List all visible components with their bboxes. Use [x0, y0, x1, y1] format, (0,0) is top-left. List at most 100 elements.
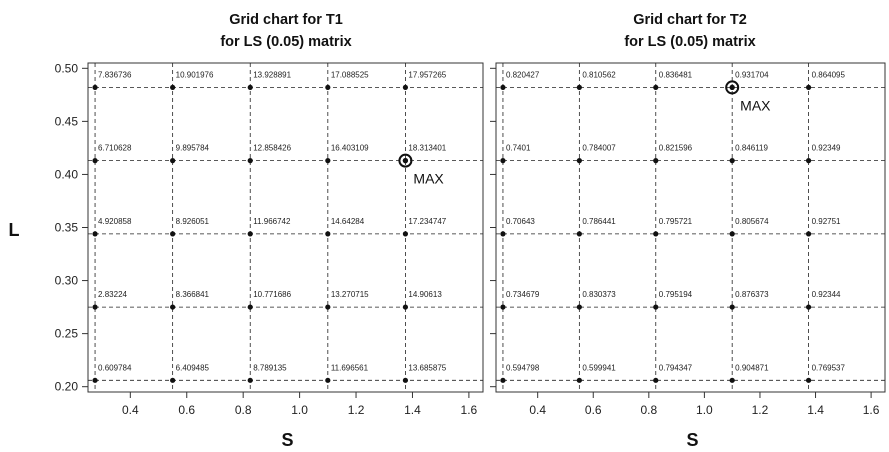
- data-point: [402, 231, 409, 237]
- data-value-label: 0.821596: [659, 144, 693, 153]
- x-tick-label: 1.4: [404, 403, 421, 417]
- data-point: [653, 377, 659, 383]
- data-point: [805, 84, 812, 91]
- data-point: [805, 304, 812, 310]
- data-value-label: 17.957265: [408, 70, 446, 79]
- chart-panel-1: Grid chart for T1 for LS (0.05) matrix 0.4…: [9, 12, 484, 450]
- data-value-label: 0.795194: [659, 290, 693, 299]
- data-value-label: 0.805674: [735, 217, 769, 226]
- data-point: [576, 231, 582, 237]
- chart-title: Grid chart for T2: [633, 12, 747, 28]
- data-point: [92, 304, 98, 310]
- data-point: [170, 231, 176, 237]
- x-tick-label: 0.8: [640, 403, 657, 417]
- data-point: [576, 84, 582, 91]
- y-tick-label: 0.45: [55, 114, 79, 128]
- data-value-label: 0.931704: [735, 70, 769, 79]
- data-point: [805, 231, 812, 237]
- data-point: [653, 304, 659, 310]
- max-marker-ring: [725, 80, 740, 95]
- chart-panel-2: Grid chart for T2 for LS (0.05) matrix 0.4…: [490, 12, 886, 450]
- data-point: [576, 158, 582, 164]
- data-value-label: 2.83224: [98, 290, 127, 299]
- data-point: [500, 84, 506, 91]
- data-point: [325, 158, 331, 164]
- data-value-label: 0.92751: [812, 217, 841, 226]
- data-point: [576, 304, 582, 310]
- max-marker-dot: [729, 84, 735, 91]
- x-tick-label: 0.6: [178, 403, 195, 417]
- data-value-label: 17.088525: [331, 70, 369, 79]
- data-value-label: 0.784007: [582, 144, 616, 153]
- data-point: [500, 304, 506, 310]
- data-point: [247, 84, 253, 91]
- data-value-label: 8.789135: [253, 363, 287, 372]
- data-value-label: 6.409485: [176, 363, 210, 372]
- data-point: [247, 377, 253, 383]
- data-point: [805, 377, 812, 383]
- data-point: [325, 304, 331, 310]
- x-tick-label: 0.6: [585, 403, 602, 417]
- data-point: [247, 304, 253, 310]
- data-point: [402, 304, 409, 310]
- data-value-label: 8.926051: [176, 217, 210, 226]
- data-value-label: 0.830373: [582, 290, 616, 299]
- data-value-label: 0.786441: [582, 217, 616, 226]
- data-point: [653, 231, 659, 237]
- data-value-label: 17.234747: [408, 217, 446, 226]
- data-point: [325, 84, 331, 91]
- data-value-label: 6.710628: [98, 144, 132, 153]
- chart-subtitle: for LS (0.05) matrix: [624, 34, 755, 50]
- x-tick-label: 1.2: [348, 403, 365, 417]
- data-value-label: 0.599941: [582, 363, 616, 372]
- x-tick-label: 0.4: [122, 403, 139, 417]
- data-value-label: 10.771686: [253, 290, 291, 299]
- data-point: [500, 377, 506, 383]
- data-point: [729, 304, 735, 310]
- data-point: [729, 231, 735, 237]
- data-point: [92, 377, 98, 383]
- x-tick-label: 0.8: [235, 403, 252, 417]
- data-value-label: 0.92349: [812, 144, 841, 153]
- data-value-label: 0.876373: [735, 290, 769, 299]
- max-label: MAX: [740, 97, 771, 113]
- data-value-label: 9.895784: [176, 144, 210, 153]
- data-value-label: 0.734679: [506, 290, 540, 299]
- data-point: [729, 377, 735, 383]
- data-point: [653, 158, 659, 164]
- data-point: [402, 84, 409, 91]
- y-axis-label: L: [9, 220, 20, 240]
- data-value-label: 0.794347: [659, 363, 693, 372]
- data-value-label: 0.769537: [812, 363, 846, 372]
- x-tick-label: 1.6: [461, 403, 478, 417]
- data-value-label: 14.64284: [331, 217, 365, 226]
- x-axis-label: S: [686, 430, 698, 450]
- data-value-label: 4.920858: [98, 217, 132, 226]
- data-point: [247, 158, 253, 164]
- data-value-label: 13.270715: [331, 290, 369, 299]
- data-point: [500, 231, 506, 237]
- plot-frame: [495, 62, 886, 393]
- y-tick-label: 0.40: [55, 167, 79, 181]
- x-tick-label: 1.0: [291, 403, 308, 417]
- data-point: [325, 377, 331, 383]
- data-point: [170, 158, 176, 164]
- data-value-label: 14.90613: [408, 290, 442, 299]
- data-value-label: 11.966742: [253, 217, 291, 226]
- data-value-label: 7.836736: [98, 70, 132, 79]
- x-axis-label: S: [281, 430, 293, 450]
- x-tick-label: 0.4: [529, 403, 546, 417]
- max-label: MAX: [413, 171, 444, 187]
- data-value-label: 0.594798: [506, 363, 540, 372]
- data-value-label: 0.904871: [735, 363, 769, 372]
- data-point: [325, 231, 331, 237]
- data-value-label: 12.858426: [253, 144, 291, 153]
- data-point: [247, 231, 253, 237]
- data-point: [653, 84, 659, 91]
- plot-frame: [87, 62, 484, 393]
- chart-title: Grid chart for T1: [229, 12, 343, 28]
- data-value-label: 13.928891: [253, 70, 291, 79]
- data-value-label: 0.92344: [812, 290, 841, 299]
- y-tick-label: 0.20: [55, 380, 79, 394]
